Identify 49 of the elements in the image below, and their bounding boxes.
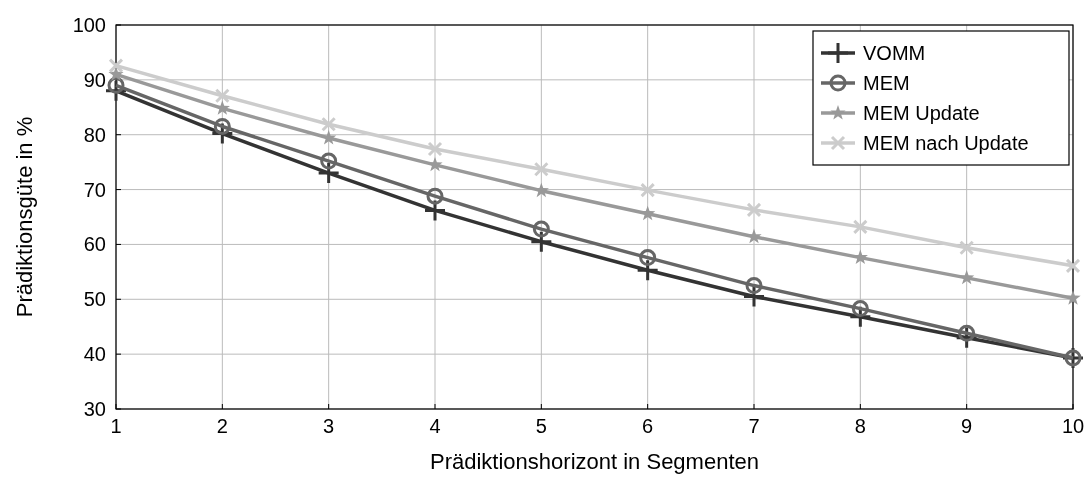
point xyxy=(959,240,975,256)
point xyxy=(426,187,444,205)
x-tick-label: 9 xyxy=(961,415,973,437)
point xyxy=(958,324,976,342)
legend-label: MEM nach Update xyxy=(863,132,1029,154)
point xyxy=(427,141,443,157)
point xyxy=(1065,258,1081,274)
point xyxy=(639,249,657,267)
point xyxy=(214,88,230,104)
point xyxy=(532,220,550,238)
point xyxy=(959,269,975,285)
point xyxy=(108,66,124,81)
point xyxy=(108,58,124,74)
y-tick-label: 50 xyxy=(83,288,106,311)
point xyxy=(321,116,337,132)
x-tick-label: 6 xyxy=(642,415,654,437)
x-tick-label: 1 xyxy=(110,415,122,437)
point xyxy=(533,161,549,177)
point xyxy=(317,161,341,185)
legend-label: MEM Update xyxy=(863,102,980,124)
x-tick-label: 8 xyxy=(854,415,866,437)
point xyxy=(745,277,763,295)
point xyxy=(1065,290,1081,305)
y-tick-label: 70 xyxy=(83,178,106,201)
y-tick-label: 40 xyxy=(83,343,106,366)
point xyxy=(636,258,660,282)
point xyxy=(529,230,553,254)
point xyxy=(213,117,231,135)
point xyxy=(640,182,656,198)
y-tick-label: 90 xyxy=(83,68,106,91)
y-tick-label: 80 xyxy=(83,123,106,146)
x-axis-title: Prädiktionshorizont in Segmenten xyxy=(430,449,759,474)
point xyxy=(107,76,125,94)
point xyxy=(320,152,338,170)
point xyxy=(851,300,869,318)
point xyxy=(852,219,868,235)
y-axis-title: Prädiktionsgüte in % xyxy=(12,116,37,318)
legend-label: MEM xyxy=(863,72,910,94)
x-tick-label: 7 xyxy=(748,415,760,437)
legend-label: VOMM xyxy=(863,42,926,64)
x-tick-label: 3 xyxy=(323,415,335,437)
point xyxy=(746,202,762,218)
y-tick-label: 60 xyxy=(83,233,106,256)
y-tick-label: 100 xyxy=(72,14,106,36)
x-tick-label: 4 xyxy=(429,415,441,437)
x-tick-label: 5 xyxy=(535,415,547,437)
x-tick-label: 2 xyxy=(216,415,228,437)
y-tick-label: 30 xyxy=(83,398,106,420)
x-tick-label: 10 xyxy=(1061,415,1085,437)
